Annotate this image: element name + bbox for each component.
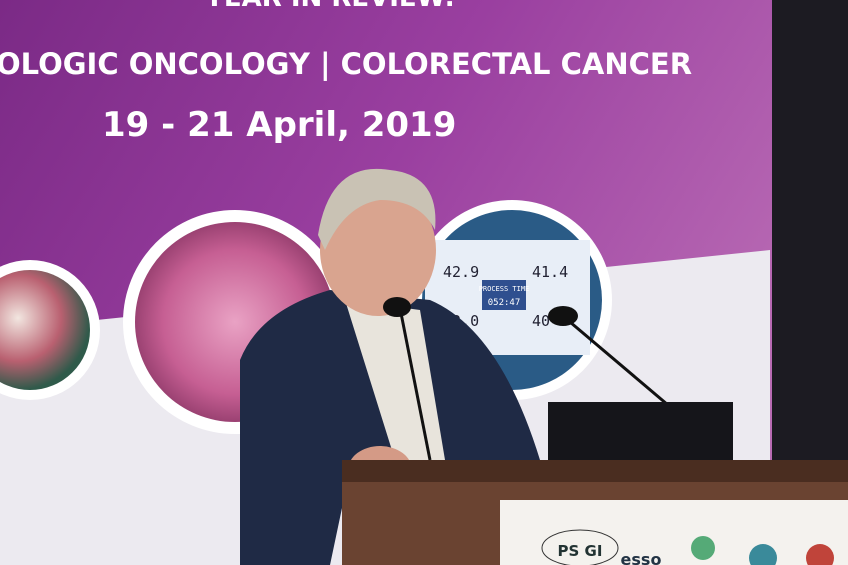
- speaker-shirt: [345, 300, 445, 460]
- speaker-hair: [318, 168, 436, 250]
- logo: [806, 544, 834, 565]
- laptop: [548, 402, 733, 466]
- logo-outline: [541, 529, 619, 565]
- microphone-stand: [398, 307, 432, 461]
- screen-reading: 42.9: [443, 263, 479, 281]
- speaker-face: [320, 184, 436, 316]
- banner-date: 19 - 21 April, 2019: [102, 105, 456, 145]
- screen-reading: 40: [532, 312, 550, 330]
- logo: [749, 544, 777, 565]
- screen-reading: 41.4: [532, 263, 568, 281]
- banner-subtitle: OLOGIC ONCOLOGY | COLORECTAL CANCER: [0, 47, 692, 81]
- podium-top: [342, 460, 848, 482]
- logo: [691, 536, 715, 560]
- microphone: [548, 306, 578, 326]
- microphone: [383, 297, 411, 317]
- endoscopy-image: [0, 270, 90, 390]
- screen-time: 052:47: [488, 298, 521, 308]
- logo-text: PS GI: [558, 542, 603, 560]
- microphone-stand: [569, 320, 669, 407]
- banner-heading: YEAR IN REVIEW:: [204, 0, 455, 13]
- screen-box: [482, 280, 526, 310]
- screen-label: PROCESS TIME: [479, 285, 530, 293]
- logo-text: esso: [621, 550, 662, 565]
- podium-sign: [500, 500, 848, 565]
